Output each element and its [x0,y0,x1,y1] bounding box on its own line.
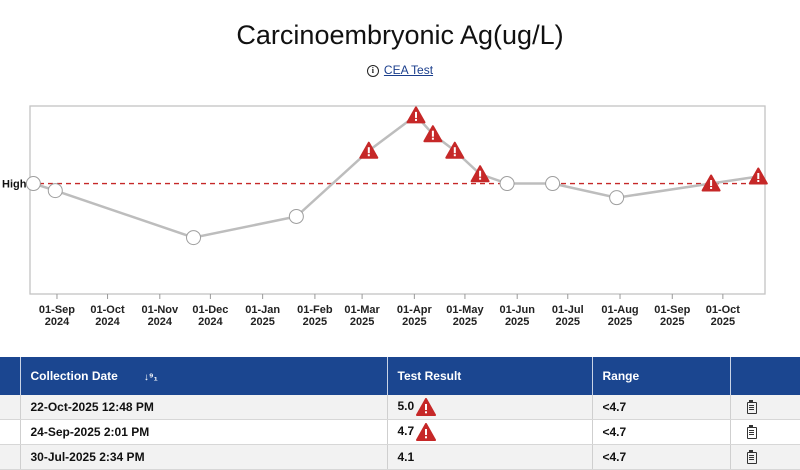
range-cell: <4.7 [592,444,731,470]
data-point [25,176,41,192]
x-tick-label: 01-Dec 2024 [192,304,228,328]
clipboard-icon[interactable] [746,424,757,439]
actions-header [730,357,800,395]
x-tick-label: 01-Jan 2025 [245,304,280,328]
results-table: Collection Date ↓⁹₁ Test Result Range 22-… [0,357,800,470]
data-point [47,183,63,199]
collection-date-cell: 22-Oct-2025 12:48 PM [20,395,388,420]
warning-point [748,167,768,185]
warning-point [445,141,465,159]
test-result-cell: 4.7 [387,419,593,445]
warning-icon [416,398,437,416]
data-point [609,190,625,206]
x-tick-label: 01-Apr 2025 [397,304,433,328]
row-select-cell [0,395,21,420]
series-line [33,113,759,239]
collection-date-cell: 24-Sep-2025 2:01 PM [20,419,388,445]
warning-point [701,174,721,192]
warning-point [470,165,490,183]
warning-point [423,125,443,143]
plot-area [29,105,766,295]
collection-date-header[interactable]: Collection Date ↓⁹₁ [20,357,388,395]
table-row[interactable]: 22-Oct-2025 12:48 PM 5.0 <4.7 [0,395,800,420]
table-header-row: Collection Date ↓⁹₁ Test Result Range [0,357,800,395]
warning-point [359,141,379,159]
x-tick-label: 01-Feb 2025 [297,304,333,328]
test-result-header: Test Result [387,357,593,395]
cea-test-link[interactable]: CEA Test [383,63,434,77]
range-cell: <4.7 [592,419,731,445]
x-tick-label: 01-Oct 2024 [90,304,125,328]
test-result-cell: 5.0 [387,395,593,420]
data-point [545,176,561,192]
range-header: Range [592,357,731,395]
x-tick-label: 01-Sep 2024 [39,304,75,328]
actions-cell[interactable] [730,444,800,470]
chart: High 01-Sep 2024 01-Oct 2024 01-Nov 2024 01-Dec… [2,105,768,328]
row-select-cell [0,419,21,445]
x-tick-label: 01-Mar 2025 [344,304,380,328]
x-tick-label: 01-May 2025 [446,304,484,328]
table-row[interactable]: 30-Jul-2025 2:34 PM 4.1 <4.7 [0,444,800,470]
row-select-cell [0,444,21,470]
x-tick-label: 01-Nov 2024 [141,304,179,328]
actions-cell[interactable] [730,419,800,445]
x-tick-label: 01-Sep 2025 [654,304,690,328]
warning-icon [416,423,437,441]
collection-date-cell: 30-Jul-2025 2:34 PM [20,444,388,470]
x-tick-label: 01-Oct 2025 [706,304,741,328]
data-point [499,176,515,192]
clipboard-icon[interactable] [746,449,757,464]
page-title: Carcinoembryonic Ag(ug/L) [236,20,564,50]
info-icon: i [366,65,379,77]
threshold-label: High [2,179,27,191]
x-tick-label: 01-Jul 2025 [552,304,584,328]
actions-cell[interactable] [730,395,800,420]
test-result-cell: 4.1 [387,444,593,470]
data-point [186,230,202,246]
table-row[interactable]: 24-Sep-2025 2:01 PM 4.7 <4.7 [0,419,800,445]
test-link-row: i CEA Test [0,63,800,77]
clipboard-icon[interactable] [746,399,757,414]
row-select-header [0,357,21,395]
x-tick-label: 01-Aug 2025 [601,304,638,328]
range-cell: <4.7 [592,395,731,420]
x-tick-label: 01-Jun 2025 [499,304,535,328]
data-point [288,208,304,224]
sort-icon[interactable]: ↓⁹₁ [143,372,158,383]
warning-point [406,106,426,124]
